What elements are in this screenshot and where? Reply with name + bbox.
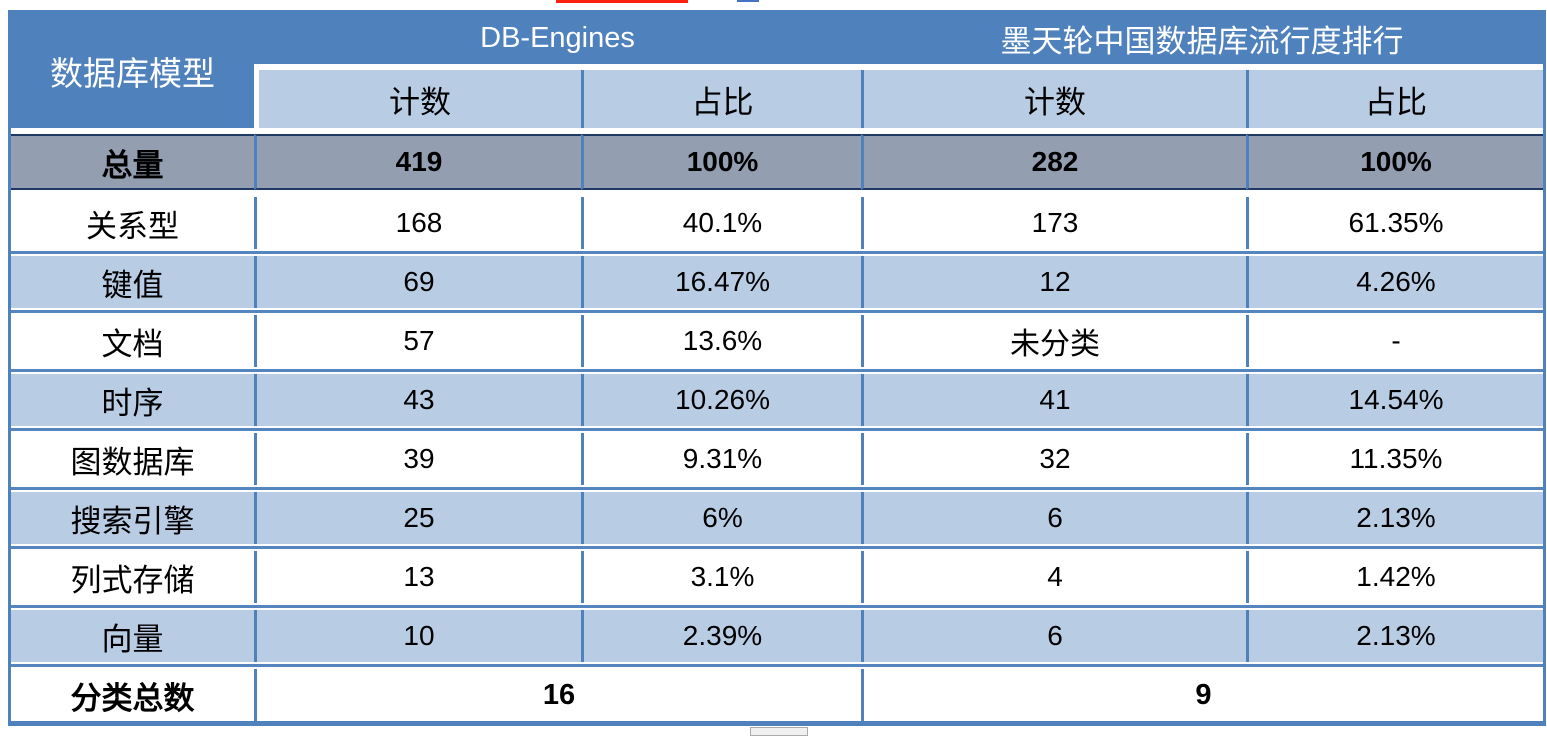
cell-value: 10.26% <box>581 374 861 426</box>
row-label: 总量 <box>11 134 254 190</box>
cell-value: 419 <box>254 134 581 190</box>
row-separator <box>11 485 1543 492</box>
row-label: 搜索引擎 <box>11 492 254 544</box>
cell-value: 6 <box>861 610 1246 662</box>
cell-value: 100% <box>1246 134 1543 190</box>
row-label: 列式存储 <box>11 551 254 603</box>
row-separator <box>11 662 1543 669</box>
cell-value: 40.1% <box>581 197 861 249</box>
cell-value: 57 <box>254 315 581 367</box>
row-separator <box>11 190 1543 197</box>
row-separator <box>11 544 1543 551</box>
cell-value: 3.1% <box>581 551 861 603</box>
cell-value: 16.47% <box>581 256 861 308</box>
cell-value: - <box>1246 315 1543 367</box>
cell-value: 未分类 <box>861 315 1246 367</box>
row-label: 文档 <box>11 315 254 367</box>
footer-modb-category-total: 9 <box>861 669 1543 721</box>
cell-value: 1.42% <box>1246 551 1543 603</box>
cell-value: 2.13% <box>1246 492 1543 544</box>
row-label: 图数据库 <box>11 433 254 485</box>
cell-value: 11.35% <box>1246 433 1543 485</box>
cell-value: 25 <box>254 492 581 544</box>
cell-value: 41 <box>861 374 1246 426</box>
group-header-band: DB-Engines 墨天轮中国数据库流行度排行 <box>254 13 1543 64</box>
cell-value: 173 <box>861 197 1246 249</box>
top-red-line-artifact <box>556 0 688 3</box>
cell-value: 13 <box>254 551 581 603</box>
top-blue-line-artifact <box>737 0 759 2</box>
cell-value: 100% <box>581 134 861 190</box>
subheader-modb-share: 占比 <box>1246 70 1543 128</box>
row-separator <box>11 367 1543 374</box>
footer-dbengines-category-total: 16 <box>254 669 861 721</box>
corner-header: 数据库模型 <box>11 13 254 128</box>
row-separator <box>11 249 1543 256</box>
row-label: 关系型 <box>11 197 254 249</box>
cell-value: 2.13% <box>1246 610 1543 662</box>
footer-label: 分类总数 <box>11 669 254 721</box>
bottom-scrollbar-artifact <box>750 727 808 736</box>
row-label: 时序 <box>11 374 254 426</box>
row-separator <box>11 308 1543 315</box>
cell-value: 61.35% <box>1246 197 1543 249</box>
cell-value: 10 <box>254 610 581 662</box>
row-label: 键值 <box>11 256 254 308</box>
cell-value: 69 <box>254 256 581 308</box>
subheader-modb-count: 计数 <box>861 70 1246 128</box>
cell-value: 2.39% <box>581 610 861 662</box>
row-separator <box>11 426 1543 433</box>
row-separator <box>11 603 1543 610</box>
cell-value: 43 <box>254 374 581 426</box>
cell-value: 282 <box>861 134 1246 190</box>
cell-value: 6% <box>581 492 861 544</box>
database-model-comparison-table: 数据库模型 DB-Engines 墨天轮中国数据库流行度排行 计数 占比 计数 … <box>8 10 1546 726</box>
cell-value: 4.26% <box>1246 256 1543 308</box>
cell-value: 9.31% <box>581 433 861 485</box>
cell-value: 168 <box>254 197 581 249</box>
cell-value: 6 <box>861 492 1246 544</box>
subheader-dbengines-count: 计数 <box>254 70 581 128</box>
group-header-modb-ranking: 墨天轮中国数据库流行度排行 <box>1000 24 1404 59</box>
cell-value: 13.6% <box>581 315 861 367</box>
cell-value: 4 <box>861 551 1246 603</box>
cell-value: 32 <box>861 433 1246 485</box>
row-label: 向量 <box>11 610 254 662</box>
group-header-db-engines: DB-Engines <box>480 22 635 54</box>
cell-value: 39 <box>254 433 581 485</box>
cell-value: 12 <box>861 256 1246 308</box>
cell-value: 14.54% <box>1246 374 1543 426</box>
subheader-dbengines-share: 占比 <box>581 70 861 128</box>
